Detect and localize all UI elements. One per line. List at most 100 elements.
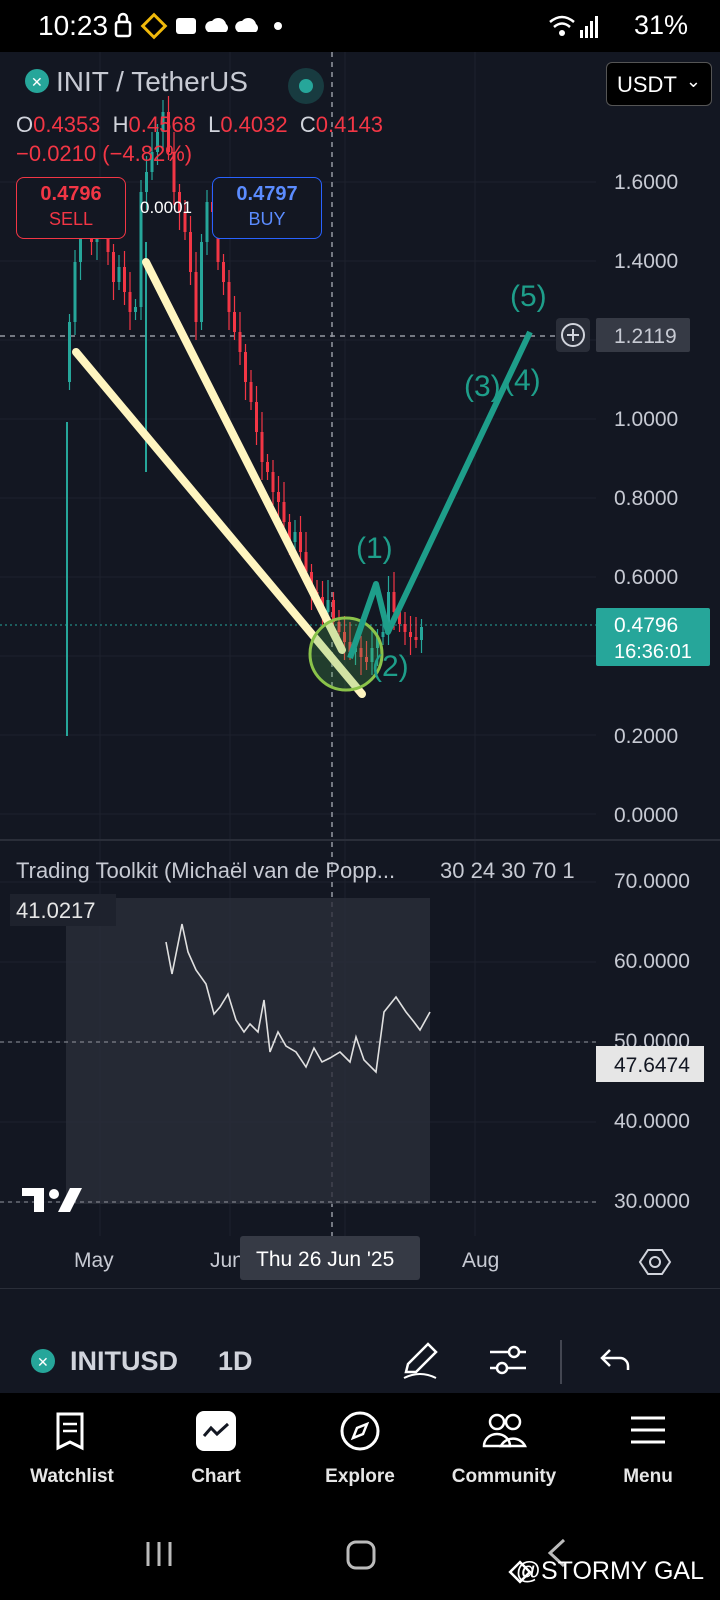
buy-price: 0.4797 [236, 183, 298, 205]
candle-body [299, 532, 302, 552]
y-tick-6: 0.2000 [614, 725, 678, 748]
undo-icon[interactable] [600, 1346, 632, 1379]
candle-body [414, 637, 418, 640]
candle-body [348, 642, 352, 652]
back-icon[interactable] [546, 1538, 568, 1573]
indicator-title[interactable]: Trading Toolkit (Michaël van de Popp... [16, 858, 395, 883]
candle-body [68, 322, 71, 382]
candle-body [178, 192, 181, 212]
nav-chart[interactable]: Chart [144, 1396, 288, 1516]
currency-value: USDT [617, 72, 677, 97]
currency-select[interactable]: USDT ⌄ [606, 62, 712, 106]
status-bar [0, 0, 720, 52]
candle-body [139, 192, 143, 307]
battery-level: 31% [633, 10, 688, 40]
plus-circle-icon [561, 323, 585, 347]
nav-community[interactable]: Community [432, 1396, 576, 1516]
y-tick-4: 0.8000 [614, 487, 678, 510]
x-tick-jun: Jun [210, 1249, 244, 1272]
ind-y-tick-1: 70.0000 [614, 870, 690, 893]
ind-y-tick-4: 40.0000 [614, 1110, 690, 1133]
nav-menu[interactable]: Menu [576, 1396, 720, 1516]
indicator-params: 30 24 30 70 1 [440, 858, 575, 883]
crosshair-price: 1.2119 [614, 325, 677, 348]
y-tick-7: 0.0000 [614, 804, 678, 827]
chart-icon [196, 1411, 236, 1451]
upper-trendline[interactable] [142, 258, 346, 654]
status-icons [112, 12, 292, 40]
candle-body [288, 522, 291, 542]
last-price-tag [596, 608, 710, 666]
toolbar-symbol[interactable]: INITUSD [70, 1346, 178, 1376]
candle-body [409, 632, 412, 637]
highlight-circle[interactable] [308, 616, 384, 692]
community-icon [482, 1413, 527, 1448]
wifi-icon [549, 15, 598, 38]
settings-icon[interactable] [638, 1249, 672, 1275]
candle-body [117, 267, 121, 282]
candle-body [205, 202, 209, 242]
elliott-wave-path[interactable] [347, 330, 533, 659]
interval-button[interactable]: 1D [218, 1346, 253, 1376]
candle-body [365, 657, 368, 662]
crosshair-price-tag [596, 318, 690, 352]
buy-button[interactable]: 0.4797 BUY [212, 177, 322, 239]
candle-body [172, 152, 176, 192]
candle-body [238, 332, 242, 352]
last-price: 0.4796 [614, 614, 678, 637]
recents-icon[interactable] [144, 1540, 174, 1573]
ind-y-tick-2: 60.0000 [614, 950, 690, 973]
watchlist-icon [56, 1412, 84, 1451]
candle-body [233, 312, 236, 332]
ohlc-values: O0.4353 H0.4568 L0.4032 C0.4143 [16, 112, 384, 137]
market-open-dot [299, 79, 313, 93]
x-tick-may: May [74, 1249, 114, 1272]
y-tick-3: 1.0000 [614, 408, 678, 431]
candle-body [227, 282, 231, 312]
candle-body [282, 502, 286, 522]
candle-body [255, 402, 258, 432]
indicator-value: 41.0217 [16, 898, 96, 923]
chart-toolbar [0, 1288, 720, 1393]
candle-body [277, 492, 280, 502]
price-chart[interactable]: (1) (2) (3) (4) (5) 1.6000 1.4000 1.0000… [0, 52, 720, 1288]
ind-y-tick-5: 30.0000 [614, 1190, 690, 1213]
toolbar-divider [560, 1340, 562, 1384]
sell-button[interactable]: 0.4796 SELL [16, 177, 126, 239]
candle-body [376, 637, 379, 648]
candle-body [134, 307, 137, 312]
candle-body [249, 382, 253, 402]
nav-explore[interactable]: Explore [288, 1396, 432, 1516]
candle-body [73, 262, 77, 322]
signal-icons [548, 12, 598, 40]
nav-watchlist[interactable]: Watchlist [0, 1396, 144, 1516]
y-tick-1: 1.6000 [614, 171, 678, 194]
wave-label-4: (4) [504, 364, 541, 397]
sell-label: SELL [48, 209, 94, 229]
candle-body [222, 262, 225, 282]
candle-body [381, 632, 385, 637]
indicator-range-box [66, 898, 430, 1204]
bottom-nav: Watchlist Chart Explore Community Menu [0, 1396, 720, 1516]
system-nav-bar [0, 1516, 720, 1600]
candle-body [194, 272, 198, 322]
status-time: 10:23 [38, 10, 109, 41]
candle-body [161, 112, 165, 132]
tradingview-logo [22, 1188, 82, 1212]
y-tick-2: 1.4000 [614, 250, 678, 273]
spread: 0.0001 [140, 198, 192, 217]
wave-label-5: (5) [510, 280, 547, 313]
chevron-down-icon: ⌄ [685, 71, 701, 91]
indicators-icon[interactable] [488, 1342, 528, 1383]
candle-body [244, 352, 247, 382]
candle-body [387, 592, 390, 632]
candle-body [332, 600, 335, 622]
candle-body [266, 462, 269, 472]
candle-body [156, 132, 159, 152]
watermark: @STORMY GAL [515, 1557, 704, 1585]
draw-icon[interactable] [400, 1340, 440, 1385]
countdown: 16:36:01 [614, 641, 692, 663]
oscillator-line [165, 923, 431, 1074]
home-icon[interactable] [346, 1540, 376, 1575]
symbol-title[interactable]: INIT / TetherUS [56, 66, 248, 97]
